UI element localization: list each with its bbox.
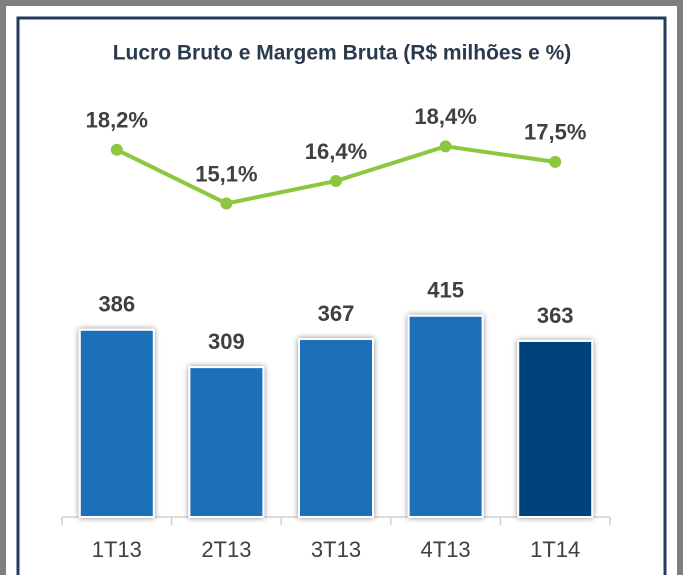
bar xyxy=(188,366,265,519)
line-value-label: 15,1% xyxy=(195,161,257,186)
line-point xyxy=(439,140,452,153)
bar xyxy=(407,314,484,518)
line-point xyxy=(220,197,233,210)
line-value-label: 16,4% xyxy=(305,139,367,164)
x-tick-label: 4T13 xyxy=(421,537,471,562)
line-value-label: 18,4% xyxy=(414,104,476,129)
line-value-label: 17,5% xyxy=(524,120,586,145)
bar-value-label: 415 xyxy=(427,278,464,303)
x-tick-label: 2T13 xyxy=(201,537,251,562)
bar xyxy=(78,328,155,519)
x-tick-label: 1T13 xyxy=(92,537,142,562)
bar-value-label: 309 xyxy=(208,329,245,354)
line-point xyxy=(330,174,342,187)
x-tick-label: 1T14 xyxy=(530,537,580,562)
line-point xyxy=(110,143,123,156)
bar xyxy=(517,339,594,518)
bar-value-label: 386 xyxy=(98,292,135,317)
bar-value-label: 367 xyxy=(318,301,355,326)
line-point xyxy=(549,155,562,168)
line-value-label: 18,2% xyxy=(86,108,148,133)
chart-title: Lucro Bruto e Margem Bruta (R$ milhões e… xyxy=(113,42,572,65)
bar xyxy=(298,338,374,518)
x-tick-label: 3T13 xyxy=(311,537,361,562)
bar-value-label: 363 xyxy=(537,303,574,328)
